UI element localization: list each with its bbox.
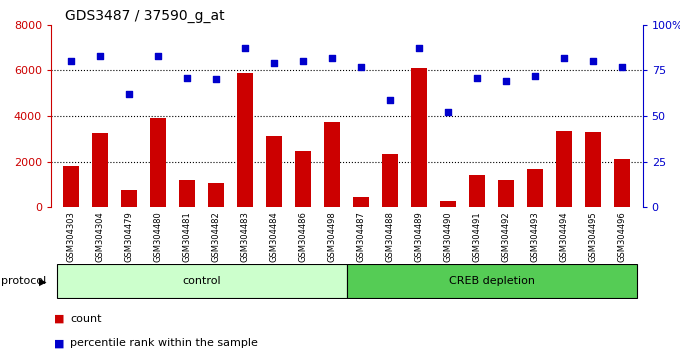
Bar [208,183,224,207]
Bar [237,73,253,207]
Text: CREB depletion: CREB depletion [449,276,534,286]
Text: count: count [70,314,101,324]
Bar [498,180,514,207]
Point [66,58,77,64]
Text: protocol: protocol [1,276,47,286]
Bar [382,154,398,207]
Point [559,55,570,61]
Point [240,46,251,51]
Text: GSM304496: GSM304496 [618,212,627,262]
Text: GSM304493: GSM304493 [531,212,540,262]
Text: GSM304304: GSM304304 [96,212,105,262]
Point [95,53,106,59]
Text: GSM304498: GSM304498 [328,212,337,262]
Text: GSM304494: GSM304494 [560,212,568,262]
Bar [354,197,369,207]
Text: GSM304490: GSM304490 [444,212,453,262]
Bar [324,122,340,207]
Text: GSM304479: GSM304479 [125,212,134,262]
Bar [441,201,456,207]
Bar [411,68,427,207]
Point [298,58,309,64]
Point [211,76,222,82]
Text: control: control [182,276,221,286]
Point [124,91,135,97]
Text: ■: ■ [54,314,65,324]
Bar [57,264,347,298]
Point [414,46,425,51]
Text: ▶: ▶ [39,276,46,286]
Text: GSM304495: GSM304495 [589,212,598,262]
Text: GSM304487: GSM304487 [357,212,366,263]
Point [153,53,164,59]
Bar [63,166,80,207]
Point [501,79,512,84]
Text: GSM304486: GSM304486 [299,212,308,263]
Text: GSM304483: GSM304483 [241,212,250,263]
Bar [527,170,543,207]
Text: GDS3487 / 37590_g_at: GDS3487 / 37590_g_at [65,9,224,23]
Point [327,55,338,61]
Point [182,75,192,80]
Bar [585,132,601,207]
Text: GSM304484: GSM304484 [270,212,279,262]
Text: GSM304488: GSM304488 [386,212,395,263]
Bar [295,151,311,207]
Point [588,58,599,64]
Bar [267,136,282,207]
Bar [347,264,636,298]
Bar [180,180,195,207]
Point [530,73,541,79]
Text: percentile rank within the sample: percentile rank within the sample [70,338,258,348]
Point [617,64,628,69]
Bar [614,159,630,207]
Text: GSM304481: GSM304481 [183,212,192,262]
Text: ■: ■ [54,338,65,348]
Text: GSM304303: GSM304303 [67,212,75,263]
Point [269,60,279,66]
Bar [92,133,108,207]
Bar [556,131,573,207]
Point [472,75,483,80]
Point [385,97,396,102]
Text: GSM304492: GSM304492 [502,212,511,262]
Bar [150,118,167,207]
Text: GSM304480: GSM304480 [154,212,163,262]
Text: GSM304489: GSM304489 [415,212,424,262]
Point [443,109,454,115]
Bar [121,190,137,207]
Point [356,64,367,69]
Text: GSM304491: GSM304491 [473,212,482,262]
Bar [469,175,486,207]
Text: GSM304482: GSM304482 [211,212,221,262]
